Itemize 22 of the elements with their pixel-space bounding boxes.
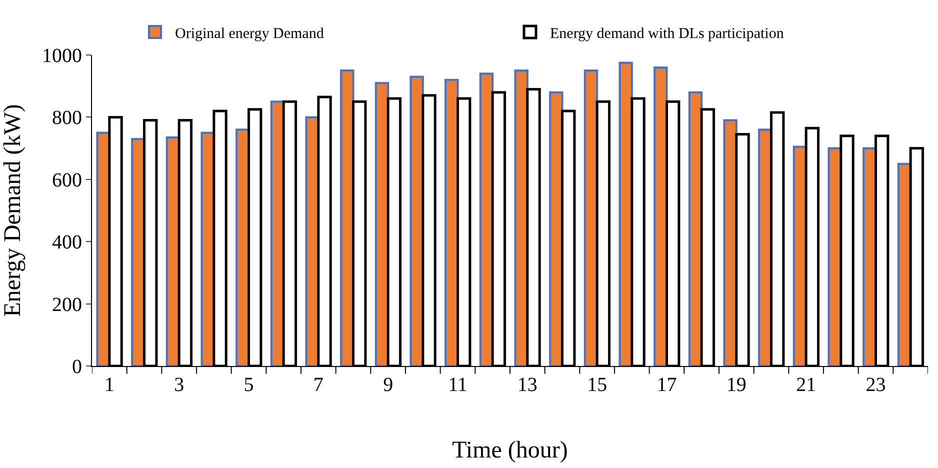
y-tick-label: 600	[52, 169, 82, 192]
x-tick-label: 21	[796, 374, 816, 396]
x-axis-title: Time (hour)	[452, 437, 568, 464]
x-tick-label: 23	[866, 374, 886, 396]
x-tick-label: 7	[313, 374, 324, 396]
legend-label: Energy demand with DLs participation	[550, 26, 784, 42]
x-tick-label: 1	[104, 374, 114, 396]
y-axis-title: Energy Demand (kW)	[0, 104, 26, 317]
y-tick-label: 0	[72, 356, 82, 378]
x-tick-label: 13	[517, 374, 538, 396]
y-tick-label: 400	[52, 232, 82, 254]
y-tick-label: 200	[52, 294, 82, 316]
x-tick-label: 19	[726, 374, 746, 396]
x-tick-label: 11	[448, 374, 468, 396]
y-tick-label: 800	[52, 107, 82, 130]
x-tick-label: 9	[383, 374, 394, 396]
y-tick-label: 1000	[42, 45, 82, 67]
x-tick-label: 15	[587, 374, 608, 396]
x-tick-label: 5	[244, 374, 254, 396]
legend-label: Original energy Demand	[175, 26, 324, 42]
x-tick-label: 3	[174, 374, 184, 396]
x-tick-label: 17	[656, 374, 677, 396]
